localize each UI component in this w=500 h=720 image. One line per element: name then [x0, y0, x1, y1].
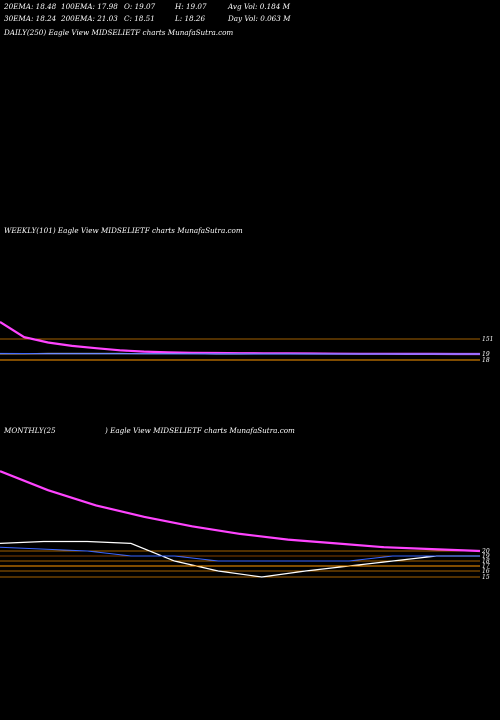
weekly-tick-label: 151: [482, 336, 493, 343]
weekly-series-ema: [0, 352, 480, 355]
stat-high: H: 19.07: [175, 2, 207, 11]
monthly-tick-label: 17: [482, 563, 490, 570]
monthly-tick-label: 20: [481, 548, 490, 555]
monthly-header-right: ) Eagle View MIDSELIETF charts MunafaSut…: [105, 426, 295, 435]
stat-100ema: 100EMA: 17.98: [61, 2, 118, 11]
stat-avg-vol: Avg Vol: 0.184 M: [228, 2, 290, 11]
weekly-series-long-ema: [0, 320, 480, 356]
stat-day-vol: Day Vol: 0.063 M: [228, 14, 291, 23]
weekly-header: WEEKLY(101) Eagle View MIDSELIETF charts…: [4, 226, 243, 235]
stat-open: O: 19.07: [124, 2, 156, 11]
monthly-series-long-ema: [0, 470, 481, 553]
monthly-tick-label: 15: [482, 574, 490, 581]
monthly-tick-label: 18: [482, 558, 490, 565]
stat-close: C: 18.51: [124, 14, 155, 23]
weekly-tick-label: 19: [482, 351, 490, 358]
monthly-tick-label: 19: [482, 553, 490, 560]
stat-20ema: 20EMA: 18.48: [4, 2, 57, 11]
daily-header: DAILY(250) Eagle View MIDSELIETF charts …: [4, 28, 234, 37]
stat-200ema: 200EMA: 21.03: [61, 14, 118, 23]
weekly-tick-label: 18: [482, 357, 490, 364]
monthly-series-ema: [0, 546, 480, 562]
monthly-tick-label: 16: [482, 568, 490, 575]
stat-30ema: 30EMA: 18.24: [4, 14, 57, 23]
monthly-header-left: MONTHLY(25: [4, 426, 56, 435]
stat-low: L: 18.26: [175, 14, 206, 23]
monthly-series-price: [0, 540, 480, 578]
